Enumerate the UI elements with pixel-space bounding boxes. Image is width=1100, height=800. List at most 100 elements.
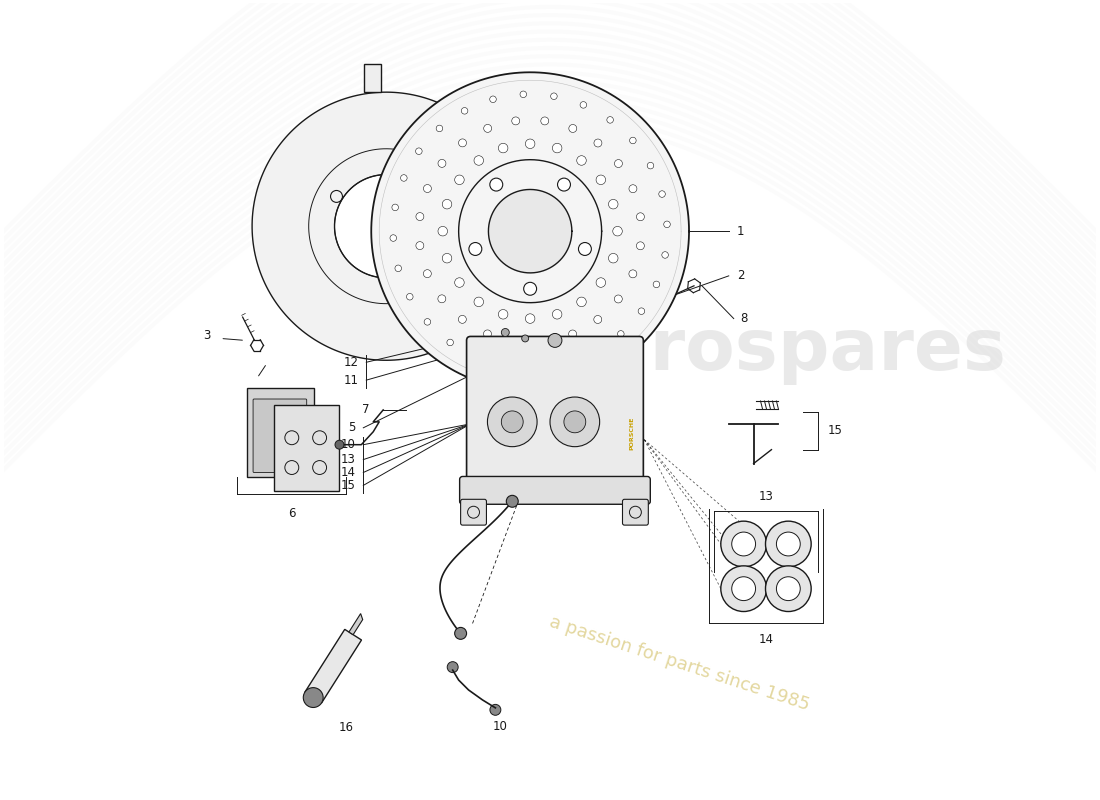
Circle shape xyxy=(569,125,576,133)
Circle shape xyxy=(438,159,446,167)
Circle shape xyxy=(416,213,424,221)
Polygon shape xyxy=(274,405,340,491)
Circle shape xyxy=(442,254,452,263)
Circle shape xyxy=(474,156,484,166)
Text: 16: 16 xyxy=(339,721,354,734)
Circle shape xyxy=(474,297,484,306)
Circle shape xyxy=(454,175,464,185)
Polygon shape xyxy=(252,92,514,360)
Circle shape xyxy=(594,139,602,147)
Circle shape xyxy=(647,162,653,169)
Circle shape xyxy=(484,125,492,132)
FancyBboxPatch shape xyxy=(623,499,648,525)
Text: a passion for parts since 1985: a passion for parts since 1985 xyxy=(547,613,812,714)
Circle shape xyxy=(613,226,623,236)
Circle shape xyxy=(448,662,458,673)
Text: 15: 15 xyxy=(341,479,355,492)
Circle shape xyxy=(512,338,519,346)
Text: 6: 6 xyxy=(288,507,296,520)
Circle shape xyxy=(459,315,466,323)
Circle shape xyxy=(438,226,448,236)
Circle shape xyxy=(498,143,508,153)
Circle shape xyxy=(732,532,756,556)
Polygon shape xyxy=(364,64,382,92)
Circle shape xyxy=(400,174,407,182)
Circle shape xyxy=(484,330,492,338)
Circle shape xyxy=(487,397,537,446)
Circle shape xyxy=(506,495,518,507)
Polygon shape xyxy=(248,388,314,478)
Circle shape xyxy=(766,566,811,611)
Circle shape xyxy=(526,314,535,323)
Text: 1: 1 xyxy=(737,225,745,238)
Circle shape xyxy=(416,242,424,250)
Circle shape xyxy=(550,397,600,446)
Circle shape xyxy=(454,278,464,287)
Text: 12: 12 xyxy=(343,356,359,369)
Circle shape xyxy=(461,107,468,114)
Circle shape xyxy=(407,294,414,300)
Text: 8: 8 xyxy=(740,312,748,325)
Circle shape xyxy=(524,282,537,295)
Circle shape xyxy=(653,281,660,288)
Circle shape xyxy=(502,411,524,433)
Circle shape xyxy=(371,72,689,390)
Circle shape xyxy=(593,348,600,355)
Circle shape xyxy=(521,335,529,342)
Text: 2: 2 xyxy=(737,270,745,282)
FancyBboxPatch shape xyxy=(253,399,307,473)
Text: 5: 5 xyxy=(348,422,355,434)
Circle shape xyxy=(777,532,800,556)
Text: 14: 14 xyxy=(759,634,773,646)
Circle shape xyxy=(438,295,446,302)
Circle shape xyxy=(576,297,586,306)
Circle shape xyxy=(459,139,466,147)
Circle shape xyxy=(564,360,571,366)
Text: 10: 10 xyxy=(341,438,355,451)
Circle shape xyxy=(395,265,402,271)
Circle shape xyxy=(442,199,452,209)
Circle shape xyxy=(558,178,571,191)
Circle shape xyxy=(596,175,606,185)
Text: 3: 3 xyxy=(204,329,210,342)
Circle shape xyxy=(594,315,602,323)
Circle shape xyxy=(454,627,466,639)
Circle shape xyxy=(614,295,623,303)
Text: 7: 7 xyxy=(362,403,370,417)
Circle shape xyxy=(579,242,592,255)
Polygon shape xyxy=(488,190,572,273)
FancyBboxPatch shape xyxy=(461,499,486,525)
Circle shape xyxy=(424,185,431,193)
Circle shape xyxy=(629,138,636,144)
Circle shape xyxy=(548,334,562,347)
Circle shape xyxy=(617,330,624,337)
FancyBboxPatch shape xyxy=(460,477,650,504)
Text: 14: 14 xyxy=(340,466,355,479)
Circle shape xyxy=(576,156,586,166)
Circle shape xyxy=(474,354,481,361)
Circle shape xyxy=(503,363,509,370)
Circle shape xyxy=(534,365,540,371)
Polygon shape xyxy=(349,614,363,634)
Polygon shape xyxy=(305,630,362,703)
Text: 11: 11 xyxy=(343,374,359,386)
Circle shape xyxy=(564,411,585,433)
Circle shape xyxy=(777,577,800,601)
Circle shape xyxy=(520,91,527,98)
Circle shape xyxy=(392,204,398,210)
FancyBboxPatch shape xyxy=(466,337,644,483)
Circle shape xyxy=(637,213,645,221)
Circle shape xyxy=(552,310,562,319)
Circle shape xyxy=(607,117,614,123)
Circle shape xyxy=(447,339,453,346)
Circle shape xyxy=(490,96,496,102)
Circle shape xyxy=(469,242,482,255)
Circle shape xyxy=(541,117,549,125)
Circle shape xyxy=(552,143,562,153)
Circle shape xyxy=(608,199,618,209)
Circle shape xyxy=(498,310,508,319)
Text: 4: 4 xyxy=(253,388,261,401)
Circle shape xyxy=(663,221,670,228)
Text: 13: 13 xyxy=(341,453,355,466)
Text: PORSCHE: PORSCHE xyxy=(629,416,634,450)
